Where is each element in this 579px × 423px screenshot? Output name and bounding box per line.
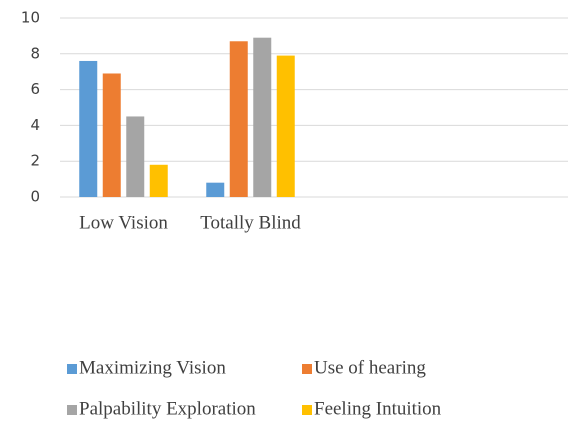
legend-label: Palpability Exploration xyxy=(79,398,256,419)
legend-label: Use of hearing xyxy=(314,357,426,378)
bar xyxy=(229,41,248,197)
legend-swatch xyxy=(67,405,77,415)
legend-swatch xyxy=(302,405,312,415)
legend-label: Maximizing Vision xyxy=(79,357,226,378)
bar xyxy=(206,182,225,197)
bar xyxy=(102,73,121,197)
bar xyxy=(276,55,295,198)
bar xyxy=(149,164,168,197)
legend-label: Feeling Intuition xyxy=(314,398,442,419)
y-tick-label: 6 xyxy=(30,80,40,98)
y-tick-label: 2 xyxy=(30,152,40,170)
bar xyxy=(79,60,98,198)
legend-swatch xyxy=(67,364,77,374)
y-tick-label: 0 xyxy=(30,188,40,206)
x-tick-label: Low Vision xyxy=(79,212,168,233)
y-tick-label: 8 xyxy=(30,44,40,62)
y-tick-label: 10 xyxy=(21,9,40,27)
bar xyxy=(126,116,145,197)
legend-swatch xyxy=(302,364,312,374)
y-tick-label: 4 xyxy=(30,116,40,134)
bar xyxy=(253,37,272,197)
x-tick-label: Totally Blind xyxy=(200,212,301,233)
